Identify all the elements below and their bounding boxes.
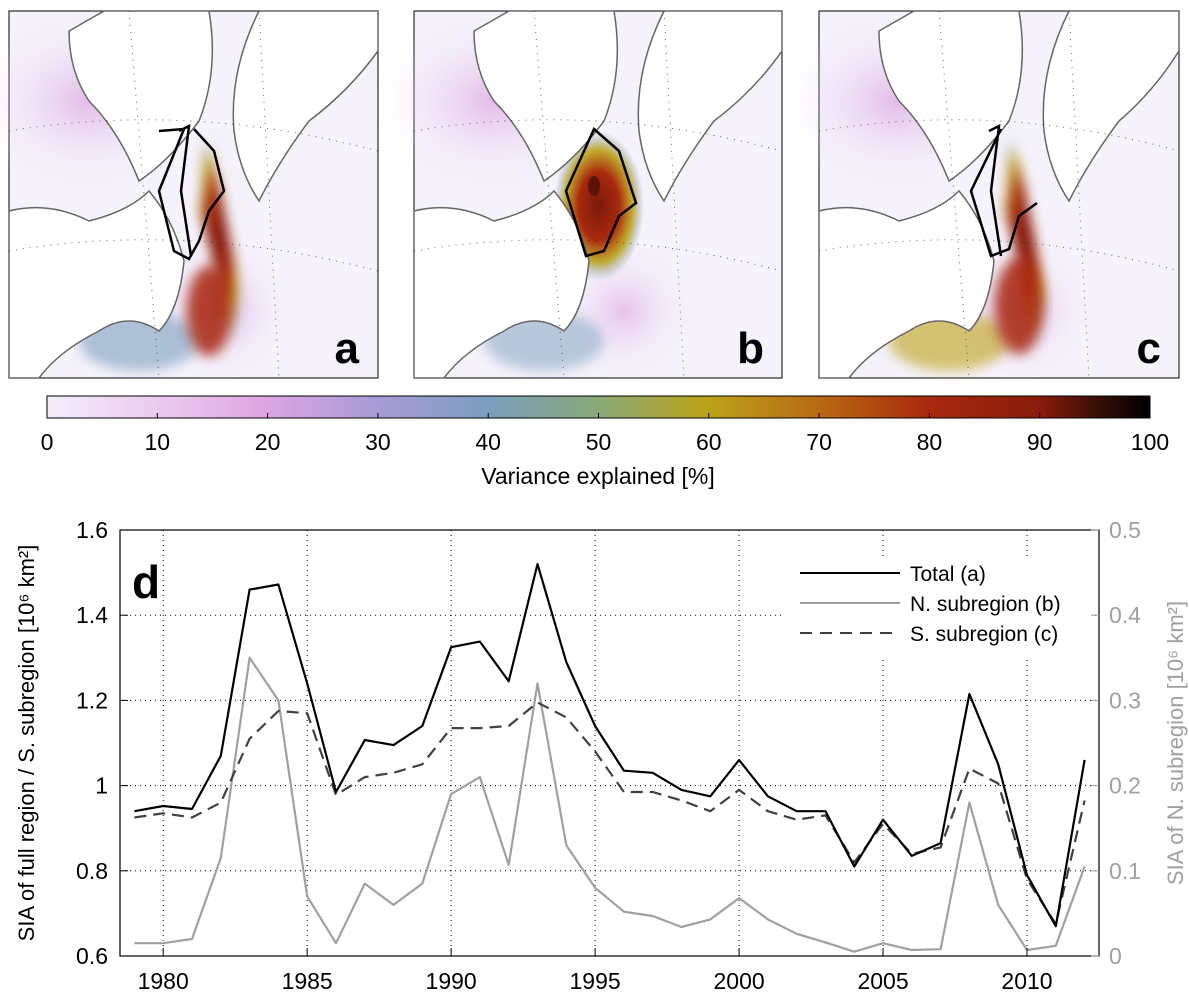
y2-tick-label: 0.3 (1109, 687, 1141, 713)
y-axis-label: SIA of full region / S. subregion [10⁶ k… (14, 545, 39, 942)
map-panel-b: b (374, 10, 783, 381)
y2-axis-ticks: 0 0.1 0.2 0.3 0.4 0.5 (1091, 517, 1141, 969)
map-panel-label: b (737, 324, 764, 373)
series-line-0 (134, 562, 1086, 928)
series-line-2 (134, 701, 1086, 926)
x-tick-label: 1985 (282, 968, 333, 994)
x-tick-label: 1990 (426, 968, 477, 994)
x-axis-ticks: 1980 1985 1990 1995 2000 2005 2010 (138, 948, 1053, 994)
line-chart: 1980 1985 1990 1995 2000 2005 2010 0.6 0.8 1 1.2 1… (14, 517, 1188, 994)
x-tick-label: 2005 (857, 968, 908, 994)
colorbar: 0 10 20 30 40 50 60 70 80 90 100 Variance explaine… (41, 395, 1169, 489)
colorbar-tick-label: 70 (806, 429, 832, 455)
plot-frame (119, 529, 1100, 957)
colorbar-tick-label: 20 (255, 429, 281, 455)
map-panel-label: a (335, 324, 360, 373)
y2-tick-label: 0.5 (1109, 517, 1141, 543)
map-panels: a b (0, 10, 1180, 381)
colorbar-tick-label: 50 (586, 429, 612, 455)
y2-tick-label: 0.4 (1109, 602, 1141, 628)
legend-label-north: N. subregion (b) (910, 593, 1061, 616)
y2-tick-label: 0.2 (1109, 773, 1141, 799)
y2-tick-label: 0 (1109, 943, 1122, 969)
y2-axis-label: SIA of N. subregion [10⁶ km²] (1163, 601, 1188, 885)
y-tick-label: 0.6 (76, 943, 108, 969)
map-panel-label: c (1137, 324, 1161, 373)
x-tick-label: 1980 (138, 968, 189, 994)
y-tick-label: 1.4 (76, 602, 108, 628)
y-axis-ticks: 0.6 0.8 1 1.2 1.4 1.6 (76, 517, 128, 969)
colorbar-tick-label: 30 (365, 429, 391, 455)
y2-tick-label: 0.1 (1109, 858, 1141, 884)
legend-label-south: S. subregion (c) (910, 623, 1058, 646)
colorbar-ticks: 0 10 20 30 40 50 60 70 80 90 100 (41, 413, 1169, 455)
series-line-1 (134, 656, 1086, 953)
x-tick-label: 2000 (713, 968, 764, 994)
colorbar-label: Variance explained [%] (481, 463, 715, 489)
y-tick-label: 1.2 (76, 687, 108, 713)
colorbar-tick-label: 100 (1131, 429, 1169, 455)
colorbar-tick-label: 80 (917, 429, 943, 455)
colorbar-tick-label: 10 (145, 429, 171, 455)
x-tick-label: 1995 (570, 968, 621, 994)
colorbar-tick-label: 40 (475, 429, 501, 455)
y-tick-label: 1 (95, 773, 108, 799)
chart-panel-label: d (132, 556, 160, 608)
legend-label-total: Total (a) (910, 563, 986, 586)
colorbar-tick-label: 60 (696, 429, 722, 455)
map-panel-a: a (0, 10, 379, 381)
x-tick-label: 2010 (1001, 968, 1052, 994)
colorbar-tick-label: 90 (1027, 429, 1053, 455)
chart-series (134, 562, 1086, 953)
chart-legend: Total (a) N. subregion (b) S. subregion … (785, 557, 1091, 657)
y-tick-label: 1.6 (76, 517, 108, 543)
y-tick-label: 0.8 (76, 858, 108, 884)
colorbar-tick-label: 0 (41, 429, 54, 455)
map-panel-c: c (779, 10, 1180, 381)
